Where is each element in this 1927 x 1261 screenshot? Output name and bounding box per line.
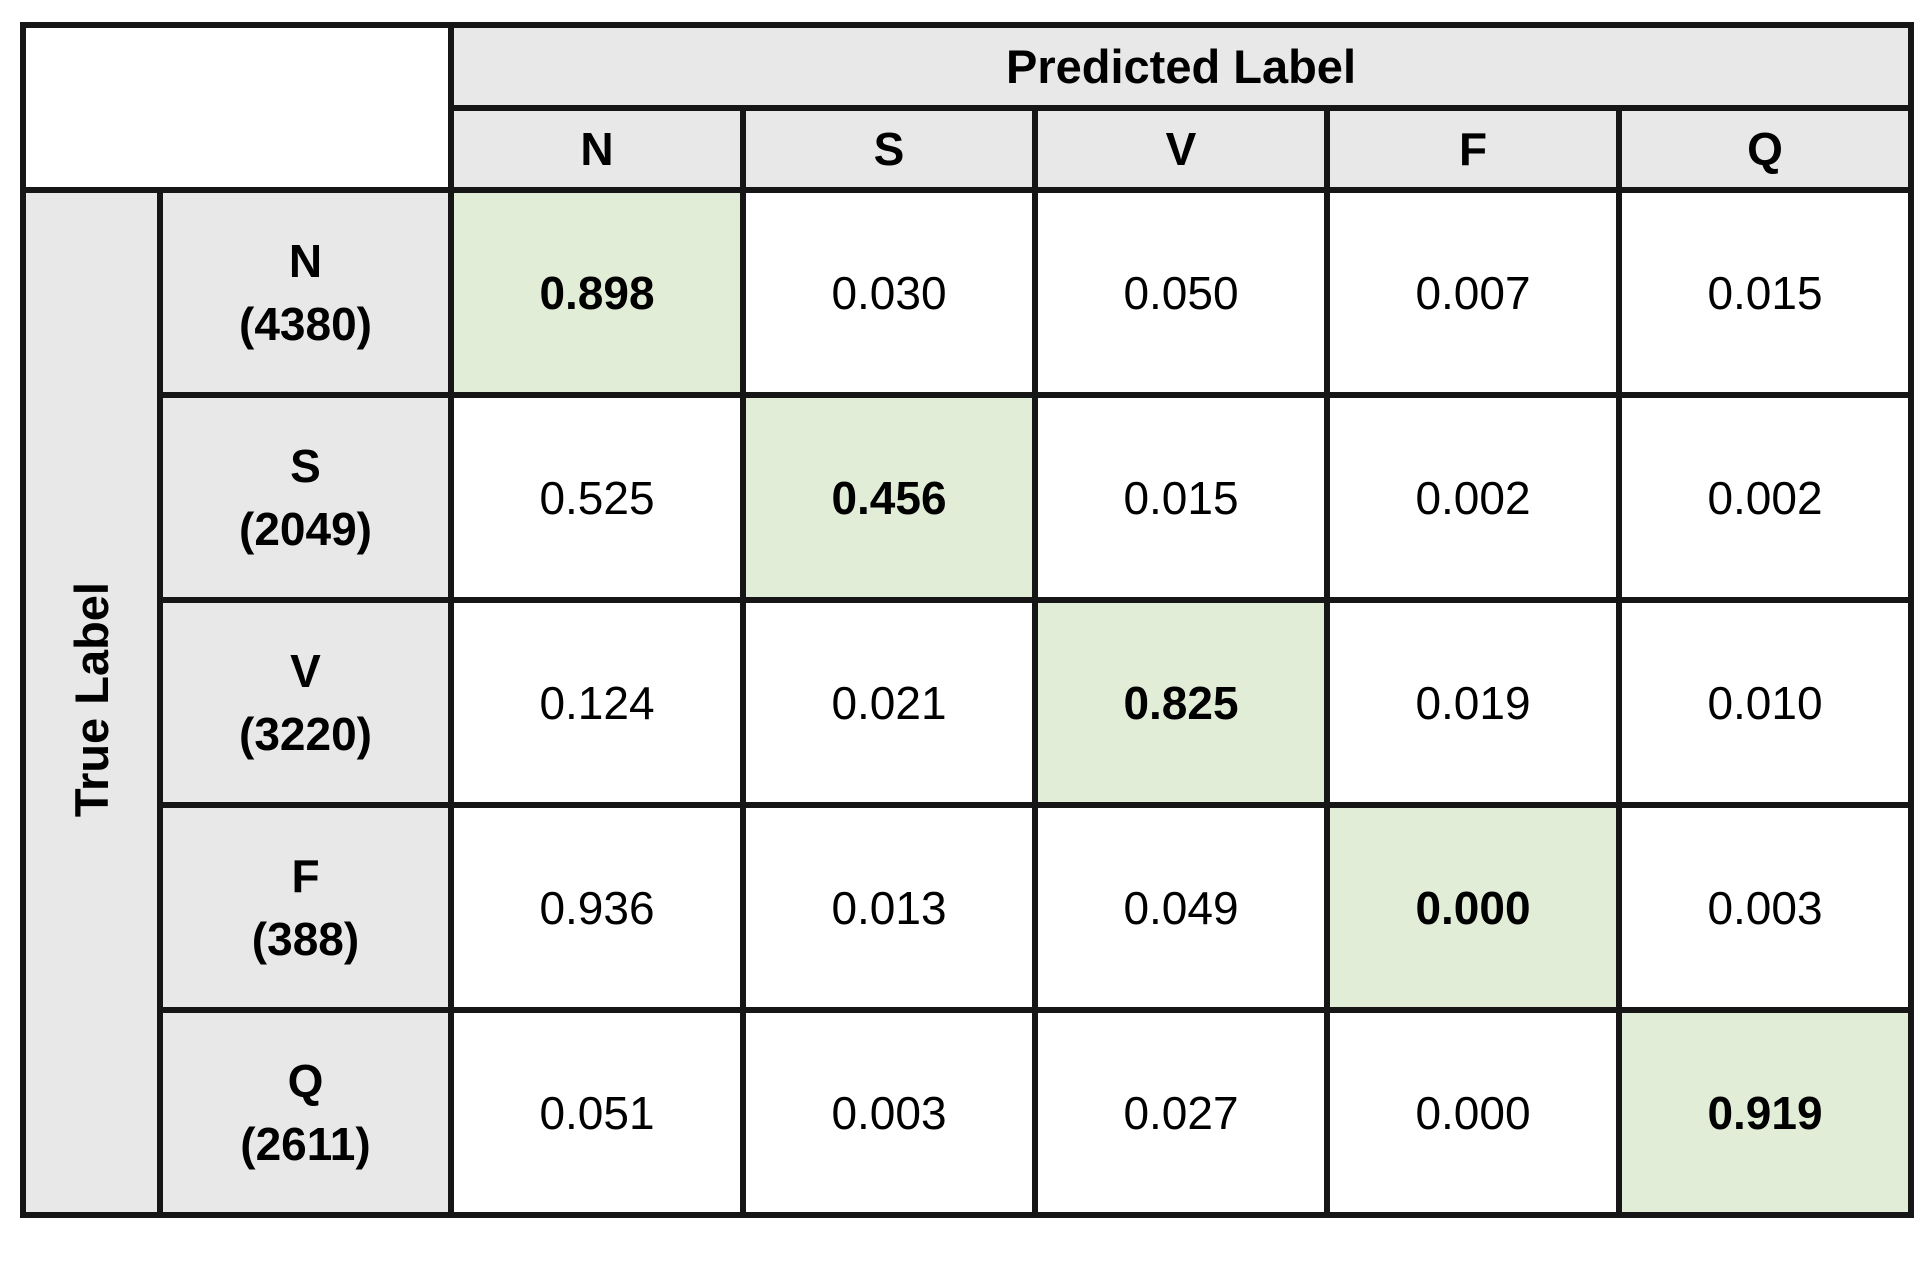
row-header-class: V: [290, 645, 321, 698]
cell-q-f: 0.000: [1324, 1007, 1622, 1218]
cell-v-v: 0.825: [1032, 597, 1330, 808]
column-header-row: N S V F Q: [23, 105, 1914, 193]
row-header-count: (2049): [239, 502, 372, 555]
true-axis-title-text: True Label: [65, 582, 118, 818]
true-axis-title: True Label: [20, 187, 163, 1218]
col-header-n: N: [448, 105, 746, 193]
cell-n-q: 0.015: [1616, 187, 1914, 398]
row-header-count: (4380): [239, 297, 372, 350]
cell-v-f: 0.019: [1324, 597, 1622, 808]
matrix-row-n: True Label N (4380) 0.898 0.030 0.050 0.…: [20, 187, 1914, 1218]
cell-s-f: 0.002: [1324, 392, 1622, 603]
cell-s-v: 0.015: [1032, 392, 1330, 603]
predicted-axis-title: Predicted Label: [448, 22, 1914, 111]
cell-n-s: 0.030: [740, 187, 1038, 398]
cell-s-q: 0.002: [1616, 392, 1914, 603]
row-header-q: Q (2611): [157, 1007, 454, 1218]
cell-f-f: 0.000: [1324, 802, 1622, 1013]
matrix-row-s: S (2049) 0.525 0.456 0.015 0.002 0.002: [23, 392, 1914, 603]
cell-v-n: 0.124: [448, 597, 746, 808]
row-header-class: N: [288, 235, 323, 288]
col-header-q: Q: [1616, 105, 1914, 193]
row-header-class: Q: [287, 1055, 324, 1108]
row-header-count: (2611): [240, 1117, 371, 1170]
predicted-axis-row: Predicted Label: [20, 22, 1914, 193]
cell-n-f: 0.007: [1324, 187, 1622, 398]
row-header-n: N (4380): [157, 187, 454, 398]
corner-spacer: [20, 22, 454, 193]
matrix-row-f: F (388) 0.936 0.013 0.049 0.000 0.003: [23, 802, 1914, 1013]
matrix-row-v: V (3220) 0.124 0.021 0.825 0.019 0.010: [23, 597, 1914, 808]
col-header-f: F: [1324, 105, 1622, 193]
cell-f-s: 0.013: [740, 802, 1038, 1013]
cell-f-n: 0.936: [448, 802, 746, 1013]
cell-q-v: 0.027: [1032, 1007, 1330, 1218]
matrix-row-q: Q (2611) 0.051 0.003 0.027 0.000 0.919: [23, 1007, 1914, 1218]
cell-f-q: 0.003: [1616, 802, 1914, 1013]
cell-v-q: 0.010: [1616, 597, 1914, 808]
cell-s-n: 0.525: [448, 392, 746, 603]
row-header-s: S (2049): [157, 392, 454, 603]
confusion-matrix-table: Predicted Label N S V F Q True Label N (…: [20, 22, 1914, 1218]
row-header-class: S: [290, 440, 321, 493]
row-header-class: F: [291, 850, 320, 903]
cell-v-s: 0.021: [740, 597, 1038, 808]
row-header-count: (3220): [239, 707, 372, 760]
row-header-v: V (3220): [157, 597, 454, 808]
col-header-v: V: [1032, 105, 1330, 193]
cell-q-n: 0.051: [448, 1007, 746, 1218]
row-header-f: F (388): [157, 802, 454, 1013]
cell-q-s: 0.003: [740, 1007, 1038, 1218]
row-header-count: (388): [251, 912, 360, 965]
cell-f-v: 0.049: [1032, 802, 1330, 1013]
cell-n-n: 0.898: [448, 187, 746, 398]
cell-n-v: 0.050: [1032, 187, 1330, 398]
cell-q-q: 0.919: [1616, 1007, 1914, 1218]
col-header-s: S: [740, 105, 1038, 193]
cell-s-s: 0.456: [740, 392, 1038, 603]
